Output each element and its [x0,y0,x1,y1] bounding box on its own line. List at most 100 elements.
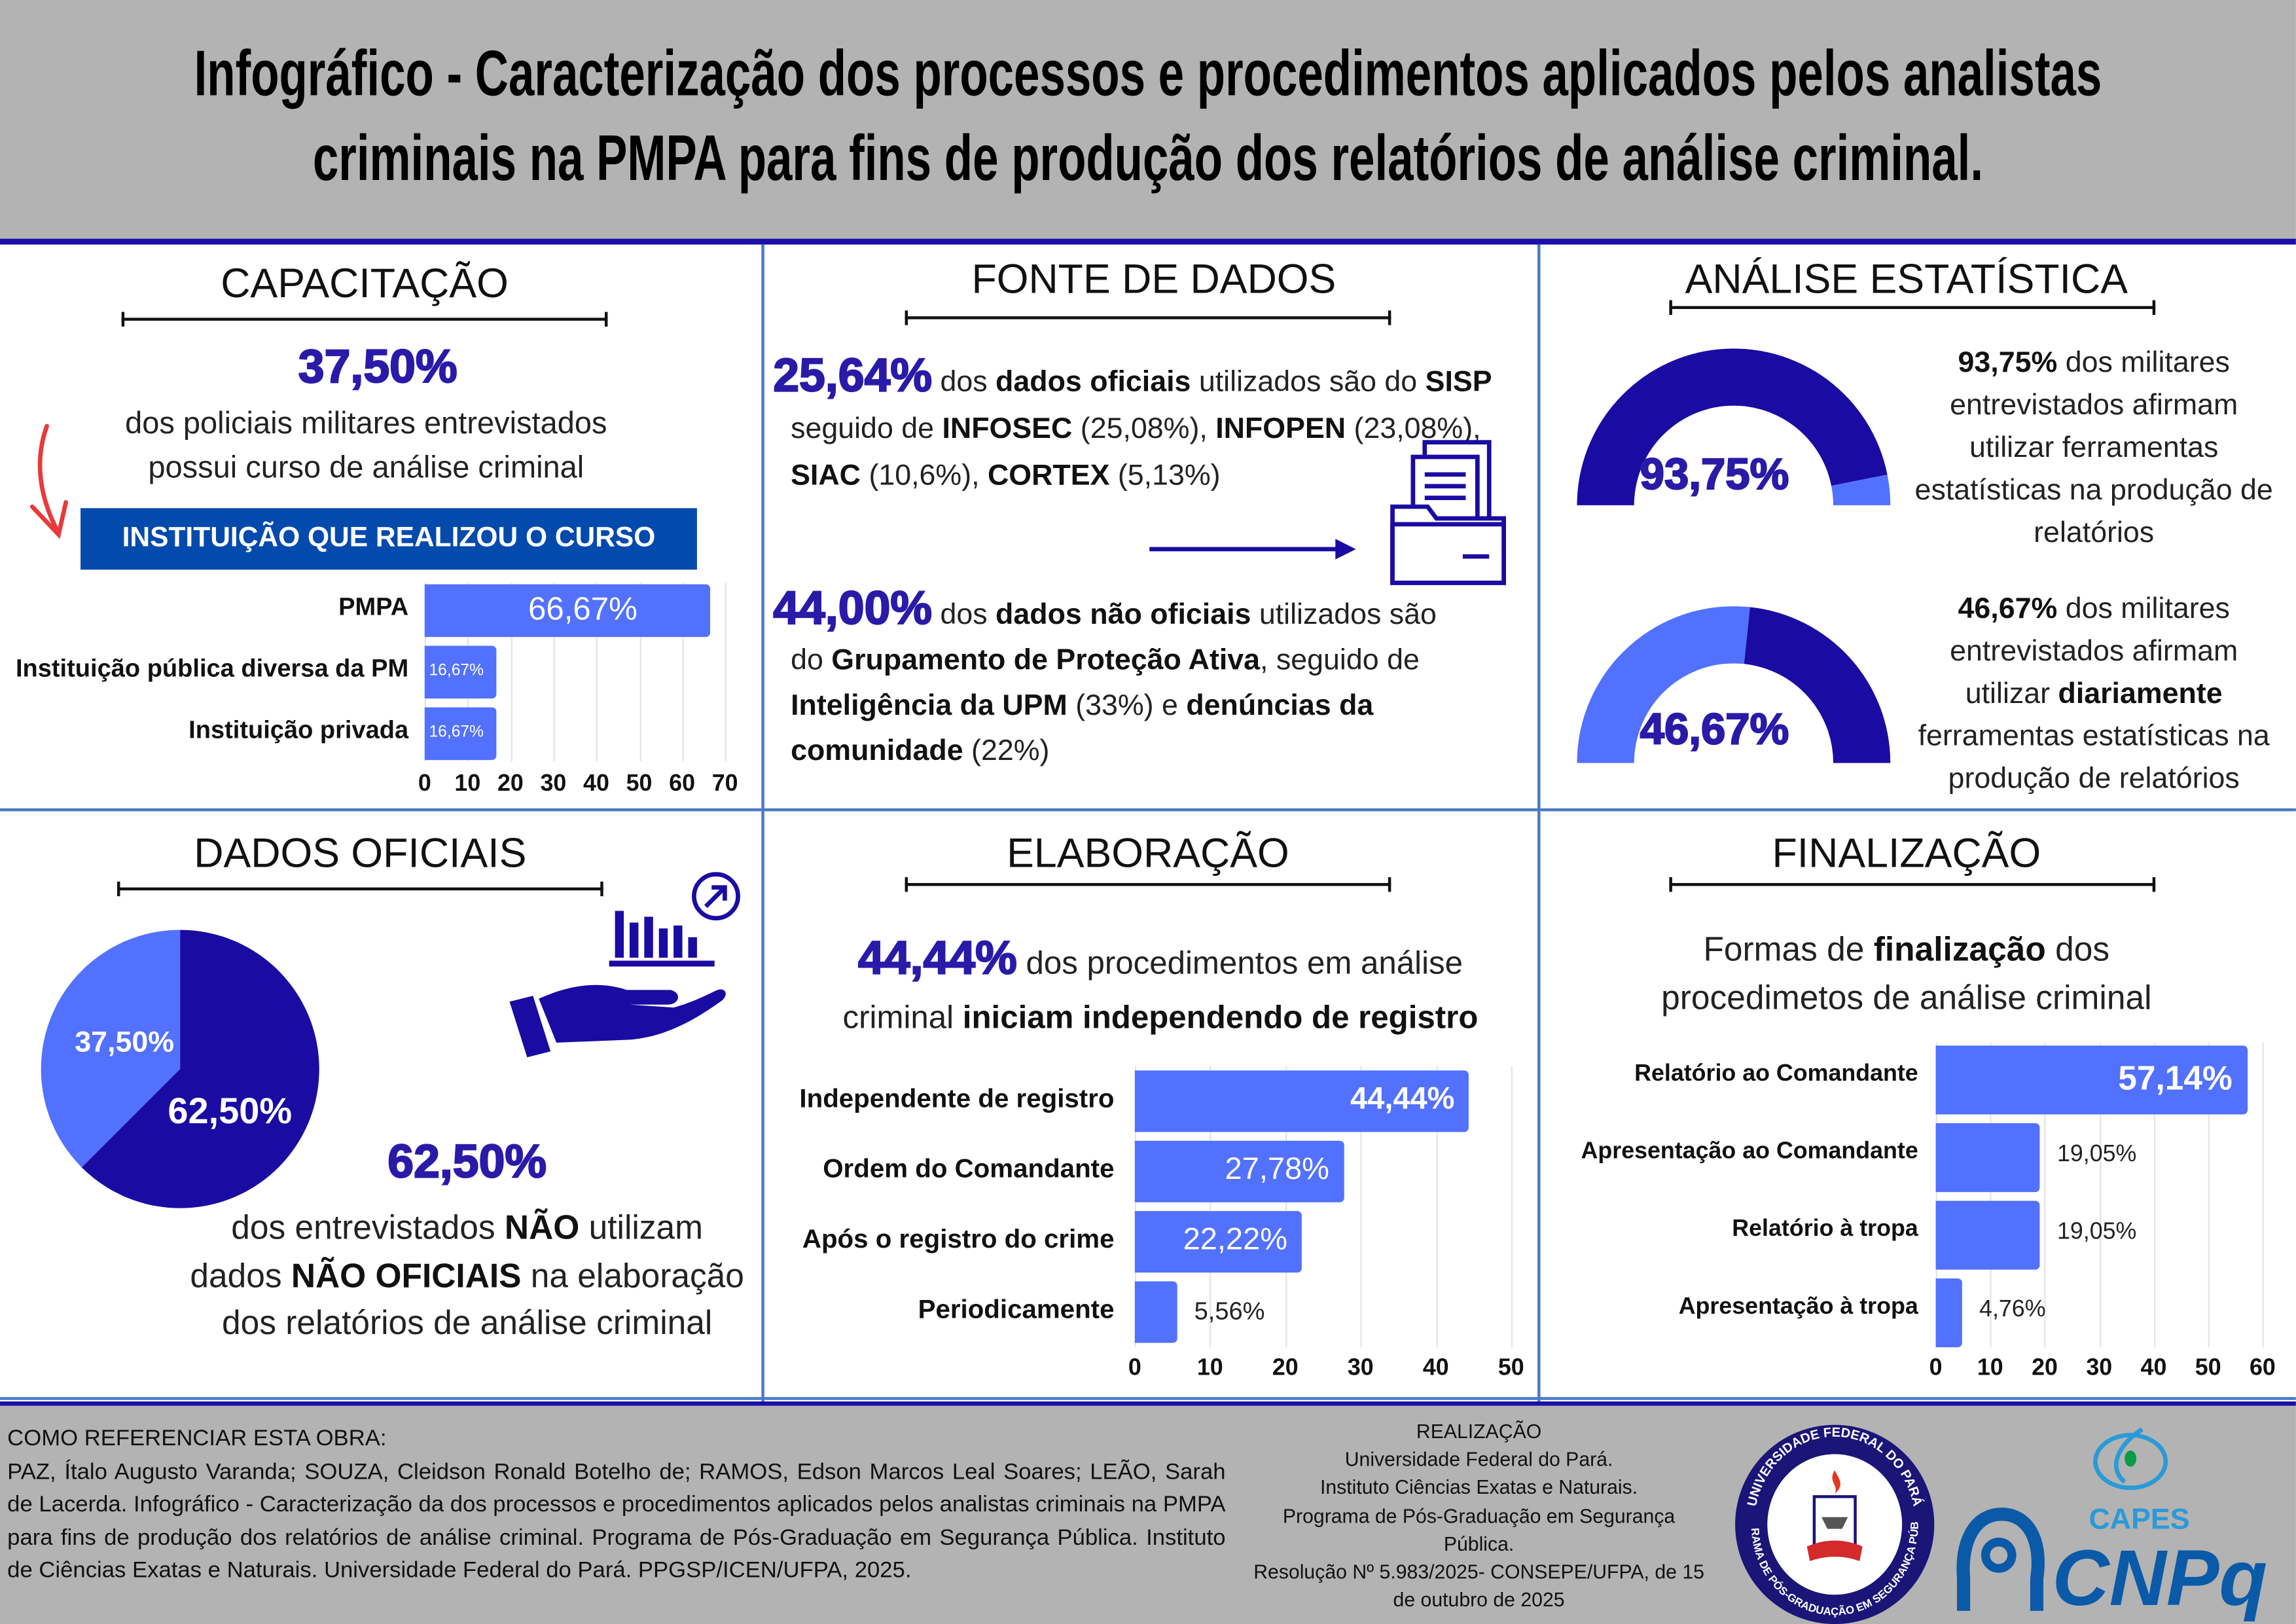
text: utilizar ferramentas [1969,431,2219,465]
stat-highlight: 44,00% [772,581,933,634]
x-tick-label: 0 [1929,1356,1943,1381]
text: utilizam [579,1208,704,1246]
bar [1134,1281,1177,1343]
text-line: dos entrevistados NÃO utilizam [174,1204,760,1252]
title-underline [121,312,608,327]
gridline [510,583,512,762]
text: utilizados são [1251,599,1437,632]
bar [424,645,497,699]
arrow-right-icon [1149,539,1356,560]
x-tick-label: 50 [2195,1356,2221,1381]
text-line: utilizar ferramentas [1889,427,2296,470]
gauge-label: 46,67% [1640,705,1790,755]
bold-text: denúncias da [1186,689,1374,722]
text-line: produção de relatórios [1889,759,2296,801]
bar-category-label: Instituição pública diversa da PM [15,655,409,683]
text-line: 93,75% dos militares [1889,343,2296,386]
bar-category-label: Após o registro do crime [802,1224,1115,1254]
realizacao-line: Universidade Federal do Pará. [1344,1449,1613,1471]
x-tick-label: 70 [711,772,738,797]
text: dos [932,366,996,399]
text-line: 25,64% dos dados oficiais utilizados são… [772,351,1492,406]
pie-slice-label: 62,50% [168,1090,292,1131]
elaboracao-text: 44,44% dos procedimentos em análise crimi… [783,931,1537,1044]
gridline [1285,1066,1287,1348]
text: Formas de [1703,929,1874,968]
bar-category-label: Apresentação à tropa [1678,1294,1918,1320]
bold-text: CORTEX [987,460,1110,492]
bold-text: NÃO [504,1208,580,1246]
gridline [2208,1042,2210,1348]
text-line: estatísticas na produção de [1889,470,2296,513]
text: (22%) [963,735,1050,768]
text-line: criminal iniciam independendo de registr… [783,990,1537,1044]
text: ferramentas estatísticas na [1918,720,2270,753]
capacitacao-line2: possui curso de análise criminal [148,451,584,485]
text: do [791,644,832,677]
title-underline [1669,300,2156,315]
text-line: 46,67% dos militares [1889,588,2296,631]
ufpa-ppgsp-logo: UNIVERSIDADE FEDERAL DO PARÁ PROGRAMA DE… [1731,1420,1935,1624]
bar-category-label: Relatório à tropa [1732,1217,1918,1242]
bar [1134,1070,1469,1132]
bar [1134,1211,1302,1273]
x-tick-label: 60 [2249,1356,2276,1381]
x-tick-label: 30 [1347,1356,1374,1381]
text: na elaboração [521,1255,744,1294]
title-line-1: Infográfico - Caracterização dos process… [194,38,2102,110]
gridline [2153,1042,2155,1348]
section-title-fonte: FONTE DE DADOS [971,256,1336,302]
section-title-dados-oficiais: DADOS OFICIAIS [194,830,527,876]
text-line: 44,00% dos dados não oficiais utilizados… [772,584,1437,639]
gauge-fill [1577,348,1888,505]
gauge-label: 93,75% [1640,450,1790,500]
divider [0,1401,2296,1406]
gauge-text: 93,75% dos militares entrevistados afirma… [1889,343,2296,555]
text-line: Inteligência da UPM (33%) e denúncias da [773,684,1437,729]
text: , seguido de [1260,644,1420,677]
section-title-capacitacao: CAPACITAÇÃO [221,261,509,306]
x-tick-label: 30 [2086,1356,2113,1381]
bar-value-label: 16,67% [429,723,484,742]
title-underline [905,310,1391,325]
bold-text: 93,75% [1958,347,2058,380]
text: procedimetos de análise criminal [1661,977,2152,1016]
text: dados [190,1255,291,1294]
text: seguido de [791,412,942,446]
text-line: entrevistados afirmam [1889,385,2296,427]
citation-body: PAZ, Ítalo Augusto Varanda; SOUZA, Cleid… [7,1459,1226,1583]
citation: COMO REFERENCIAR ESTA OBRA: PAZ, Ítalo A… [7,1424,1225,1589]
gauge-remainder [1831,475,1891,505]
divider [0,808,2296,812]
divider [0,1397,2296,1400]
realizacao-line: Instituto Ciências Exatas e Naturais. [1319,1477,1638,1499]
x-tick-label: 0 [418,772,431,797]
bar-category-label: Periodicamente [918,1294,1115,1324]
bar-value-label: 4,76% [1979,1298,2046,1324]
bar [424,707,497,761]
gridline [1134,1066,1137,1348]
bar-category-label: Independente de registro [799,1083,1115,1113]
bold-text: dados não oficiais [996,599,1251,632]
x-tick-label: 20 [497,772,524,797]
bar-value-label: 19,05% [2056,1220,2137,1246]
gridline [2099,1042,2101,1348]
gauges [1577,348,1891,763]
text-line: Formas de finalização dos [1613,926,2199,973]
bar-value-label: 66,67% [528,590,637,628]
gridline [1935,1042,1937,1348]
bar [1935,1200,2040,1269]
section-title-analise: ANÁLISE ESTATÍSTICA [1685,256,2128,302]
text: dos [2045,929,2110,968]
x-tick-label: 0 [1128,1356,1141,1381]
svg-text:CNPq: CNPq [2052,1534,2267,1622]
text: dos entrevistados [231,1208,505,1246]
bold-text: comunidade [791,735,963,768]
page-title: Infográfico - Caracterização dos process… [0,32,2296,202]
bold-text: dados oficiais [996,366,1191,399]
header: Infográfico - Caracterização dos process… [0,0,2296,239]
text: entrevistados afirmam [1950,635,2238,668]
x-tick-label: 30 [540,772,567,797]
divider [761,244,764,1402]
bar [1935,1277,1962,1347]
